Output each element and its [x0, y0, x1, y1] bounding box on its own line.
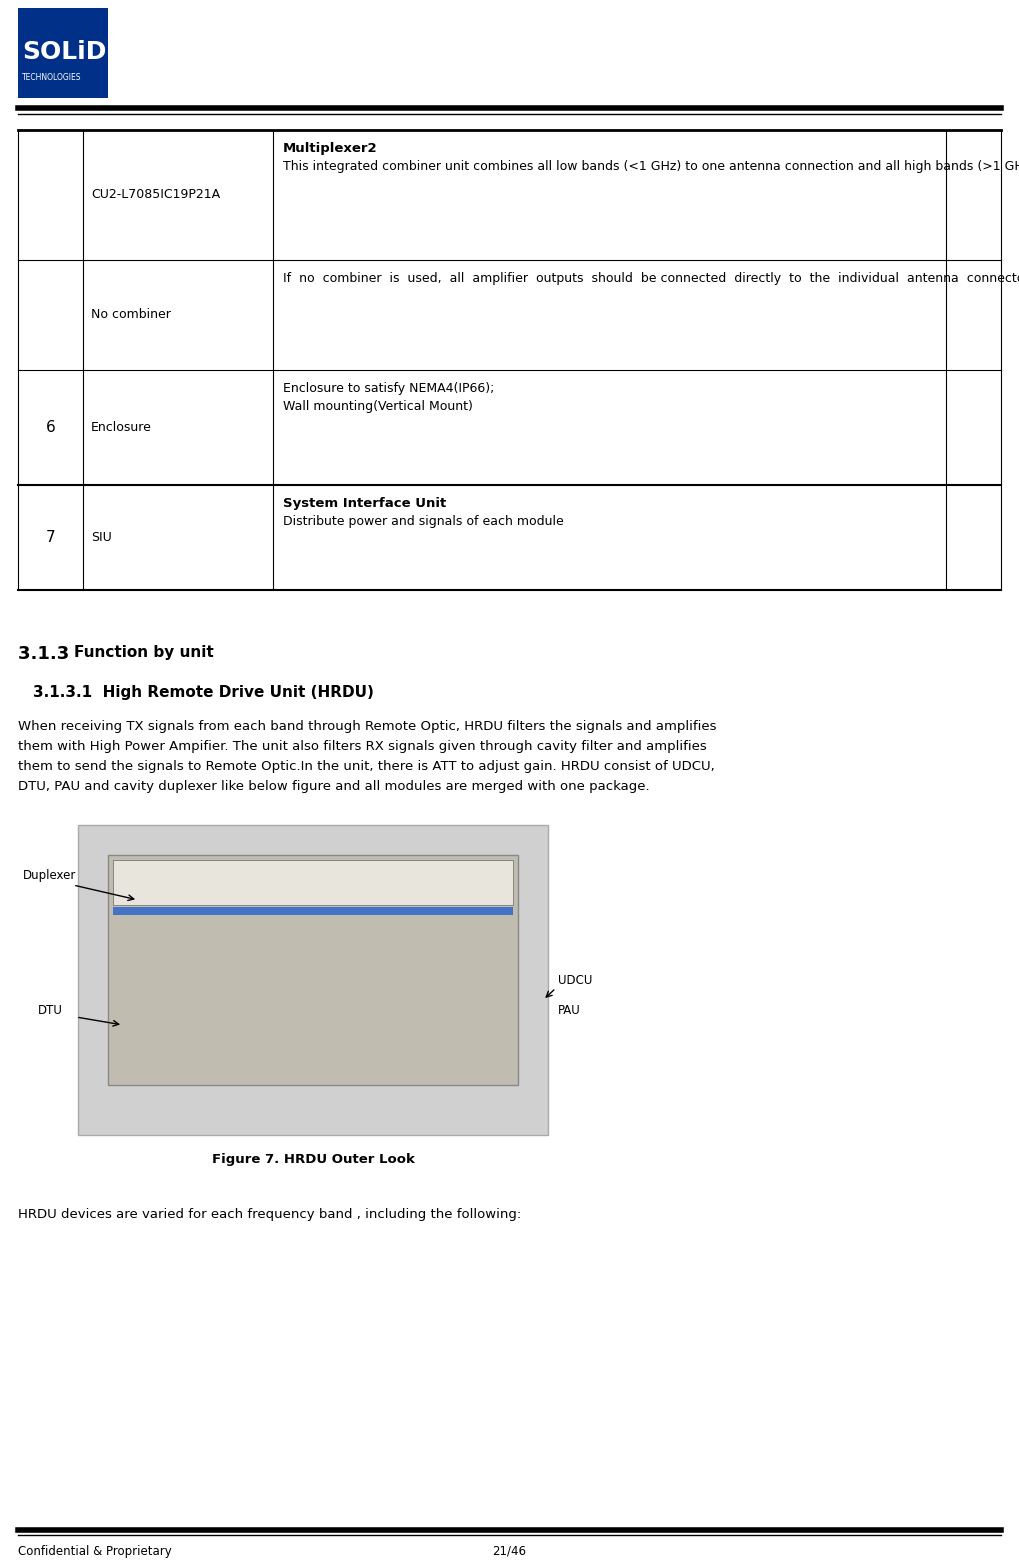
- FancyBboxPatch shape: [18, 8, 108, 99]
- FancyBboxPatch shape: [78, 824, 548, 1135]
- Text: 7: 7: [46, 530, 55, 544]
- Text: If  no  combiner  is  used,  all  amplifier  outputs  should  be connected  dire: If no combiner is used, all amplifier ou…: [283, 272, 1019, 285]
- FancyBboxPatch shape: [108, 856, 518, 1085]
- Text: SOLiD: SOLiD: [22, 41, 106, 64]
- Text: SIU: SIU: [91, 532, 112, 544]
- Text: Enclosure: Enclosure: [91, 421, 152, 433]
- Text: Enclosure to satisfy NEMA4(IP66);: Enclosure to satisfy NEMA4(IP66);: [283, 382, 494, 396]
- Text: 3.1.3.1  High Remote Drive Unit (HRDU): 3.1.3.1 High Remote Drive Unit (HRDU): [33, 685, 374, 701]
- Text: 6: 6: [46, 421, 55, 435]
- Text: Duplexer: Duplexer: [23, 868, 76, 882]
- Text: This integrated combiner unit combines all low bands (<1 GHz) to one antenna con: This integrated combiner unit combines a…: [283, 160, 1019, 174]
- Text: them to send the signals to Remote Optic.In the unit, there is ATT to adjust gai: them to send the signals to Remote Optic…: [18, 760, 714, 773]
- Text: System Interface Unit: System Interface Unit: [283, 497, 446, 510]
- Text: Distribute power and signals of each module: Distribute power and signals of each mod…: [283, 515, 564, 529]
- Text: TECHNOLOGIES: TECHNOLOGIES: [22, 74, 82, 83]
- Text: them with High Power Ampifier. The unit also filters RX signals given through ca: them with High Power Ampifier. The unit …: [18, 740, 707, 752]
- Text: CU2-L7085IC19P21A: CU2-L7085IC19P21A: [91, 189, 220, 202]
- Text: 21/46: 21/46: [492, 1545, 527, 1558]
- Text: Confidential & Proprietary: Confidential & Proprietary: [18, 1545, 172, 1558]
- FancyBboxPatch shape: [113, 860, 513, 906]
- Text: UDCU: UDCU: [558, 973, 592, 987]
- Text: Figure 7. HRDU Outer Look: Figure 7. HRDU Outer Look: [212, 1153, 415, 1167]
- Text: Function by unit: Function by unit: [74, 644, 214, 660]
- Text: Multiplexer2: Multiplexer2: [283, 142, 378, 155]
- Text: 3.1.3: 3.1.3: [18, 644, 75, 663]
- Text: DTU, PAU and cavity duplexer like below figure and all modules are merged with o: DTU, PAU and cavity duplexer like below …: [18, 780, 650, 793]
- FancyBboxPatch shape: [113, 907, 513, 915]
- Text: When receiving TX signals from each band through Remote Optic, HRDU filters the : When receiving TX signals from each band…: [18, 719, 716, 734]
- Text: Wall mounting(Vertical Mount): Wall mounting(Vertical Mount): [283, 400, 473, 413]
- Text: HRDU devices are varied for each frequency band , including the following:: HRDU devices are varied for each frequen…: [18, 1207, 522, 1221]
- Text: PAU: PAU: [558, 1004, 581, 1017]
- Text: No combiner: No combiner: [91, 308, 171, 322]
- Text: DTU: DTU: [38, 1004, 63, 1017]
